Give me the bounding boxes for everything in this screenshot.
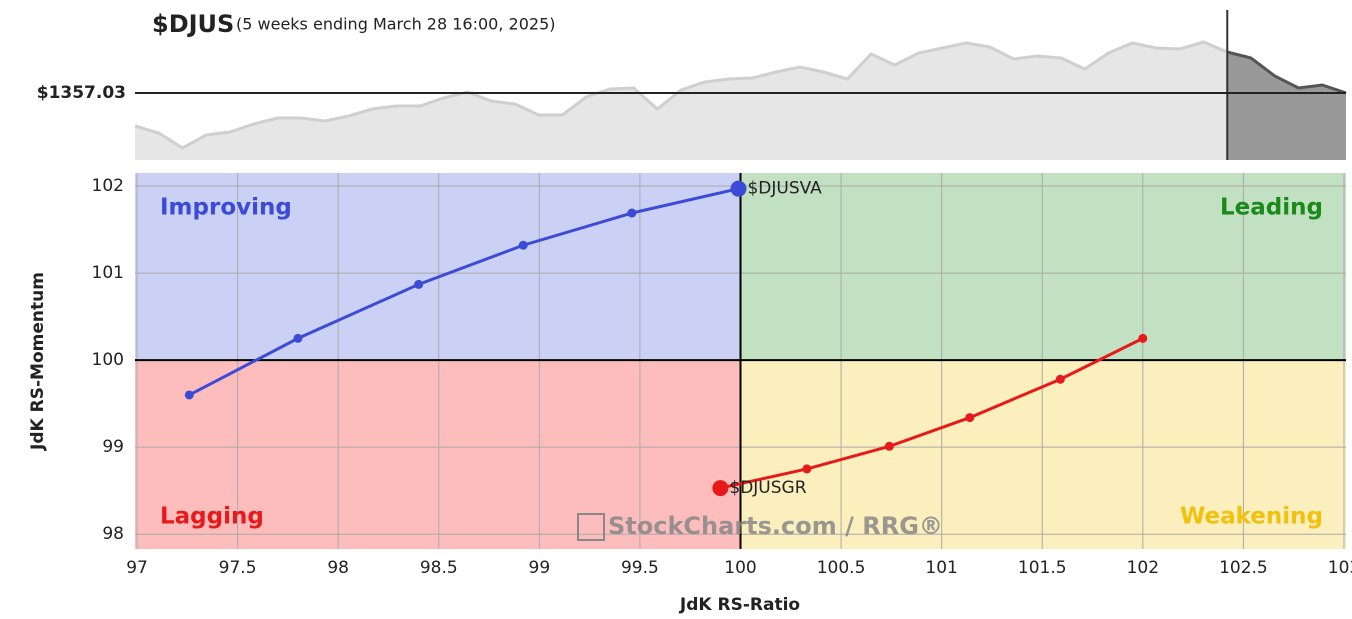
x-tick-label: 101 (925, 558, 957, 578)
trail-line (188, 187, 739, 397)
x-tick-label: 98.5 (420, 558, 458, 578)
trail-point (1138, 333, 1148, 343)
trail-point (884, 441, 894, 451)
trail-point (414, 279, 424, 289)
chart-subtitle: (5 weeks ending March 28 16:00, 2025) (236, 15, 555, 34)
trail-point (627, 208, 637, 218)
trail-point (965, 413, 975, 423)
x-tick-label: 100 (724, 558, 756, 578)
quadrant-label: Leading (1220, 195, 1323, 221)
watermark: StockCharts.com / RRG® (608, 512, 943, 540)
price-area-line (134, 40, 1228, 150)
x-tick-label: 101.5 (1018, 558, 1067, 578)
x-axis-title: JdK RS-Ratio (679, 595, 800, 615)
quadrant-label: Improving (160, 195, 292, 221)
reference-label: $1357.03 (37, 83, 126, 103)
trail-line (720, 337, 1144, 490)
trail-point (1055, 374, 1065, 384)
x-tick-label: 102 (1127, 558, 1159, 578)
x-tick-label: 99 (529, 558, 551, 578)
x-tick-label: 100.5 (817, 558, 866, 578)
price-tail-fill (1227, 52, 1346, 160)
series-label: $DJUSGR (729, 478, 806, 498)
x-tick-label: 97.5 (219, 558, 257, 578)
y-tick-label: 101 (92, 263, 124, 283)
price-area-fill (135, 42, 1228, 160)
trail-point (518, 240, 528, 250)
price-tail-line (1226, 50, 1347, 95)
trail-head (730, 180, 747, 197)
trail-point (802, 464, 812, 474)
y-tick-label: 102 (92, 176, 124, 196)
y-axis-title: JdK RS-Momentum (28, 272, 48, 451)
trail-point (184, 390, 194, 400)
quadrant-label: Lagging (160, 504, 264, 530)
y-tick-label: 100 (92, 350, 124, 370)
watermark-icon (577, 513, 605, 541)
x-tick-label: 97 (126, 558, 148, 578)
quadrant-label: Weakening (1180, 504, 1323, 530)
y-tick-label: 99 (102, 437, 124, 457)
chart-title: $DJUS (152, 10, 234, 38)
y-tick-label: 98 (102, 524, 124, 544)
x-tick-label: 99.5 (621, 558, 659, 578)
trail-point (293, 333, 303, 343)
series-label: $DJUSVA (747, 179, 822, 199)
x-tick-label: 102.5 (1219, 558, 1268, 578)
x-tick-label: 103 (1328, 558, 1352, 578)
trail-head (712, 480, 729, 497)
x-tick-label: 98 (327, 558, 349, 578)
